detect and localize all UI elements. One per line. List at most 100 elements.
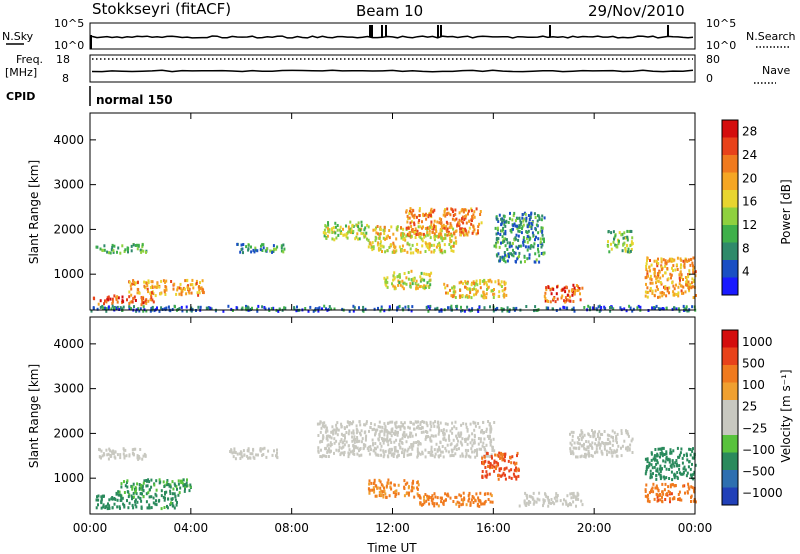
- data-cell: [650, 487, 653, 491]
- data-cell: [381, 490, 384, 494]
- data-cell: [189, 485, 192, 489]
- data-cell: [394, 490, 397, 493]
- data-cell: [485, 453, 488, 457]
- data-cell: [424, 234, 427, 238]
- nsky-panel: N.Sky 10^5 10^0 10^5 10^0 N.Search: [2, 17, 796, 52]
- data-cell: [600, 306, 603, 309]
- data-cell: [352, 438, 355, 442]
- data-cell: [450, 304, 453, 308]
- data-cell: [661, 500, 664, 504]
- data-cell: [188, 287, 191, 291]
- data-cell: [96, 495, 98, 499]
- data-cell: [448, 243, 451, 246]
- data-cell: [140, 483, 143, 487]
- data-cell: [426, 226, 429, 230]
- data-cell: [489, 305, 491, 309]
- data-cell: [514, 236, 517, 240]
- data-cell: [413, 495, 416, 499]
- data-cell: [645, 268, 648, 271]
- data-cell: [103, 453, 106, 457]
- data-cell: [485, 475, 488, 479]
- data-cell: [367, 487, 370, 491]
- data-cell: [148, 488, 151, 492]
- data-cell: [343, 453, 345, 457]
- data-cell: [372, 247, 375, 251]
- beam-title: Beam 10: [356, 2, 423, 20]
- data-cell: [530, 227, 533, 231]
- data-cell: [528, 224, 531, 228]
- data-cell: [421, 450, 424, 454]
- data-cell: [465, 503, 468, 507]
- data-cell: [143, 452, 146, 456]
- data-cell: [560, 296, 563, 300]
- data-cell: [152, 300, 155, 304]
- data-cell: [528, 253, 531, 257]
- data-cell: [453, 218, 456, 222]
- data-cell: [483, 446, 486, 449]
- data-cell: [692, 296, 695, 299]
- data-cell: [230, 307, 233, 311]
- data-cell: [675, 283, 677, 287]
- data-cell: [503, 280, 506, 284]
- data-cell: [478, 447, 481, 451]
- data-cell: [401, 441, 404, 445]
- data-cell: [340, 446, 343, 450]
- data-cell: [644, 457, 647, 461]
- data-cell: [671, 478, 674, 482]
- data-cell: [500, 222, 503, 226]
- data-cell: [400, 421, 403, 425]
- data-cell: [450, 453, 453, 457]
- data-cell: [653, 465, 656, 469]
- data-cell: [410, 269, 413, 273]
- data-cell: [179, 286, 182, 290]
- data-cell: [261, 249, 264, 252]
- data-cell: [347, 230, 350, 234]
- data-cell: [112, 449, 115, 453]
- data-cell: [687, 258, 690, 262]
- data-cell: [493, 461, 496, 465]
- data-cell: [108, 251, 110, 255]
- data-cell: [317, 307, 320, 311]
- data-cell: [491, 464, 494, 468]
- data-cell: [501, 255, 504, 259]
- data-cell: [371, 241, 374, 245]
- data-cell: [125, 454, 128, 458]
- data-cell: [440, 500, 443, 504]
- data-cell: [655, 474, 658, 477]
- data-cell: [652, 267, 655, 271]
- data-cell: [140, 506, 143, 510]
- data-cell: [333, 451, 335, 455]
- data-cell: [245, 304, 247, 308]
- data-cell: [109, 455, 112, 458]
- data-cell: [158, 309, 161, 313]
- data-cell: [433, 225, 436, 228]
- data-cell: [396, 306, 399, 310]
- data-cell: [116, 453, 119, 457]
- data-cell: [106, 250, 109, 254]
- data-cell: [123, 454, 126, 458]
- data-cell: [397, 453, 400, 457]
- data-cell: [394, 432, 397, 436]
- data-cell: [252, 448, 255, 452]
- data-cell: [451, 286, 454, 290]
- data-cell: [373, 307, 376, 311]
- data-cell: [650, 263, 653, 267]
- data-cell: [316, 422, 319, 426]
- data-cell: [400, 233, 402, 237]
- data-cell: [616, 432, 619, 436]
- data-cell: [625, 429, 627, 433]
- data-cell: [135, 505, 138, 509]
- data-cell: [453, 425, 456, 429]
- data-cell: [165, 481, 168, 485]
- data-cell: [423, 235, 426, 239]
- data-cell: [329, 444, 332, 448]
- data-cell: [476, 453, 478, 457]
- data-cell: [688, 285, 691, 289]
- data-cell: [502, 228, 504, 232]
- data-cell: [146, 484, 149, 488]
- data-cell: [410, 225, 413, 228]
- data-cell: [386, 276, 389, 280]
- data-cell: [650, 278, 653, 282]
- cpid-label: CPID: [6, 90, 35, 103]
- data-cell: [410, 452, 413, 456]
